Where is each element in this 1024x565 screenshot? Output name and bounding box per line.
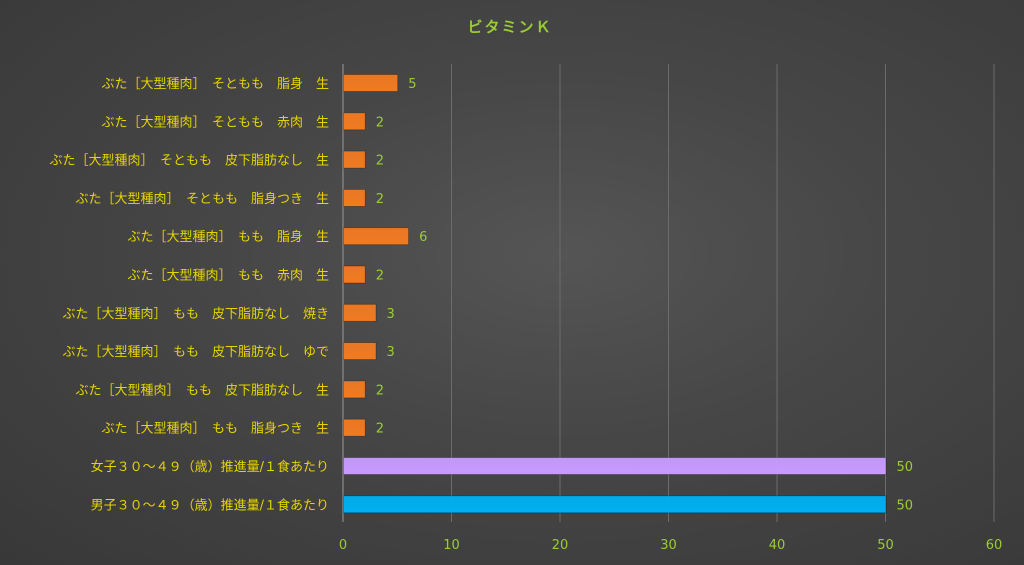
data-label: 50 bbox=[897, 460, 914, 475]
data-label: 6 bbox=[419, 230, 427, 245]
grid-lines bbox=[342, 64, 995, 522]
bar bbox=[343, 112, 366, 131]
x-tick-label: 10 bbox=[443, 538, 460, 553]
bars bbox=[343, 74, 887, 514]
data-label: 3 bbox=[387, 307, 395, 322]
bar bbox=[343, 74, 399, 92]
bar bbox=[343, 188, 366, 207]
data-labels: 5 2 2 2 6 2 3 3 2 2 50 50 bbox=[376, 77, 913, 513]
bar bbox=[343, 265, 366, 284]
data-label: 3 bbox=[387, 345, 395, 360]
category-label: ぶた［大型種肉］ もも 脂身 生 bbox=[127, 229, 329, 245]
bar bbox=[343, 342, 377, 361]
bar bbox=[343, 227, 409, 246]
category-label: 男子３０～４９（歳）推進量/１食あたり bbox=[91, 497, 329, 513]
data-label: 2 bbox=[376, 154, 384, 169]
data-label: 2 bbox=[376, 115, 384, 130]
data-label: 2 bbox=[376, 192, 384, 207]
x-tick-label: 0 bbox=[339, 538, 347, 553]
x-tick-label: 60 bbox=[986, 538, 1003, 553]
x-tick-label: 20 bbox=[552, 538, 569, 553]
data-label: 5 bbox=[408, 77, 416, 92]
bar bbox=[343, 380, 366, 399]
bar bbox=[343, 303, 377, 322]
bar bbox=[343, 457, 887, 475]
category-label: 女子３０～４９（歳）推進量/１食あたり bbox=[91, 459, 329, 475]
x-tick-label: 40 bbox=[769, 538, 786, 553]
x-tick-label: 50 bbox=[877, 538, 894, 553]
data-label: 2 bbox=[376, 422, 384, 437]
data-label: 2 bbox=[376, 269, 384, 284]
category-label: ぶた［大型種肉］ そともも 脂身つき 生 bbox=[75, 191, 329, 207]
chart-title: ビタミンＫ bbox=[467, 18, 552, 36]
bar bbox=[343, 418, 366, 437]
bar bbox=[343, 495, 887, 514]
category-label: ぶた［大型種肉］ そともも 脂身 生 bbox=[101, 76, 329, 92]
bar bbox=[343, 150, 366, 169]
category-label: ぶた［大型種肉］ もも 皮下脂肪なし 生 bbox=[75, 382, 329, 398]
data-label: 50 bbox=[897, 498, 914, 513]
category-label: ぶた［大型種肉］ そともも 皮下脂肪なし 生 bbox=[49, 153, 329, 169]
data-label: 2 bbox=[376, 383, 384, 398]
category-label: ぶた［大型種肉］ もも 皮下脂肪なし ゆで bbox=[62, 344, 329, 360]
category-label: ぶた［大型種肉］ そともも 赤肉 生 bbox=[101, 114, 329, 130]
x-tick-label: 30 bbox=[660, 538, 677, 553]
category-labels: ぶた［大型種肉］ そともも 脂身 生ぶた［大型種肉］ そともも 赤肉 生ぶた［大… bbox=[49, 76, 329, 513]
category-label: ぶた［大型種肉］ もも 赤肉 生 bbox=[127, 268, 329, 284]
category-label: ぶた［大型種肉］ もも 脂身つき 生 bbox=[101, 421, 329, 437]
category-label: ぶた［大型種肉］ もも 皮下脂肪なし 焼き bbox=[62, 306, 329, 322]
x-axis-ticks: 0 10 20 30 40 50 60 bbox=[339, 538, 1002, 553]
